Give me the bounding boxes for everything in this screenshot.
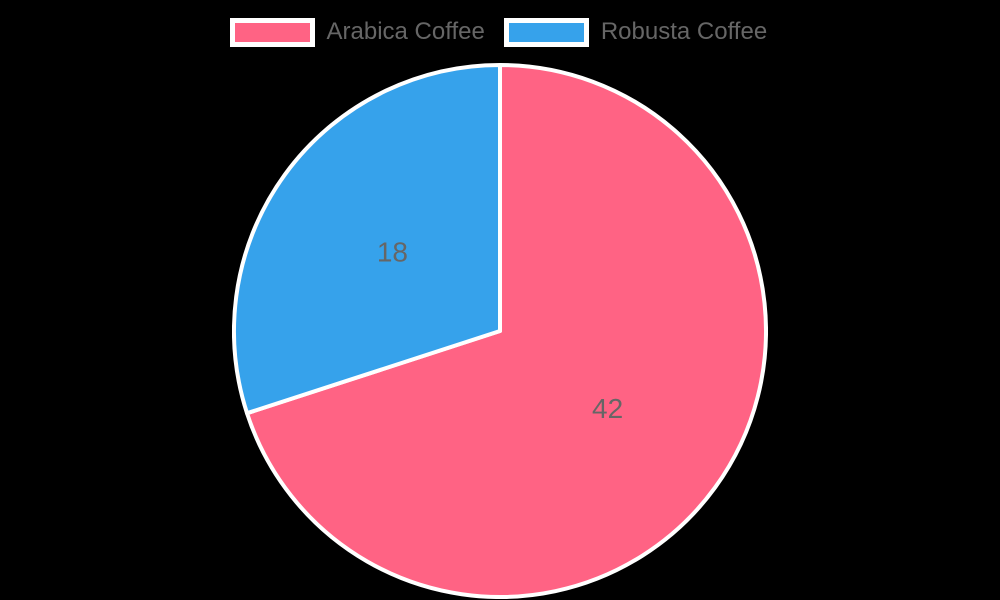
svg-text:42: 42 [592, 393, 623, 424]
svg-text:18: 18 [377, 236, 408, 267]
